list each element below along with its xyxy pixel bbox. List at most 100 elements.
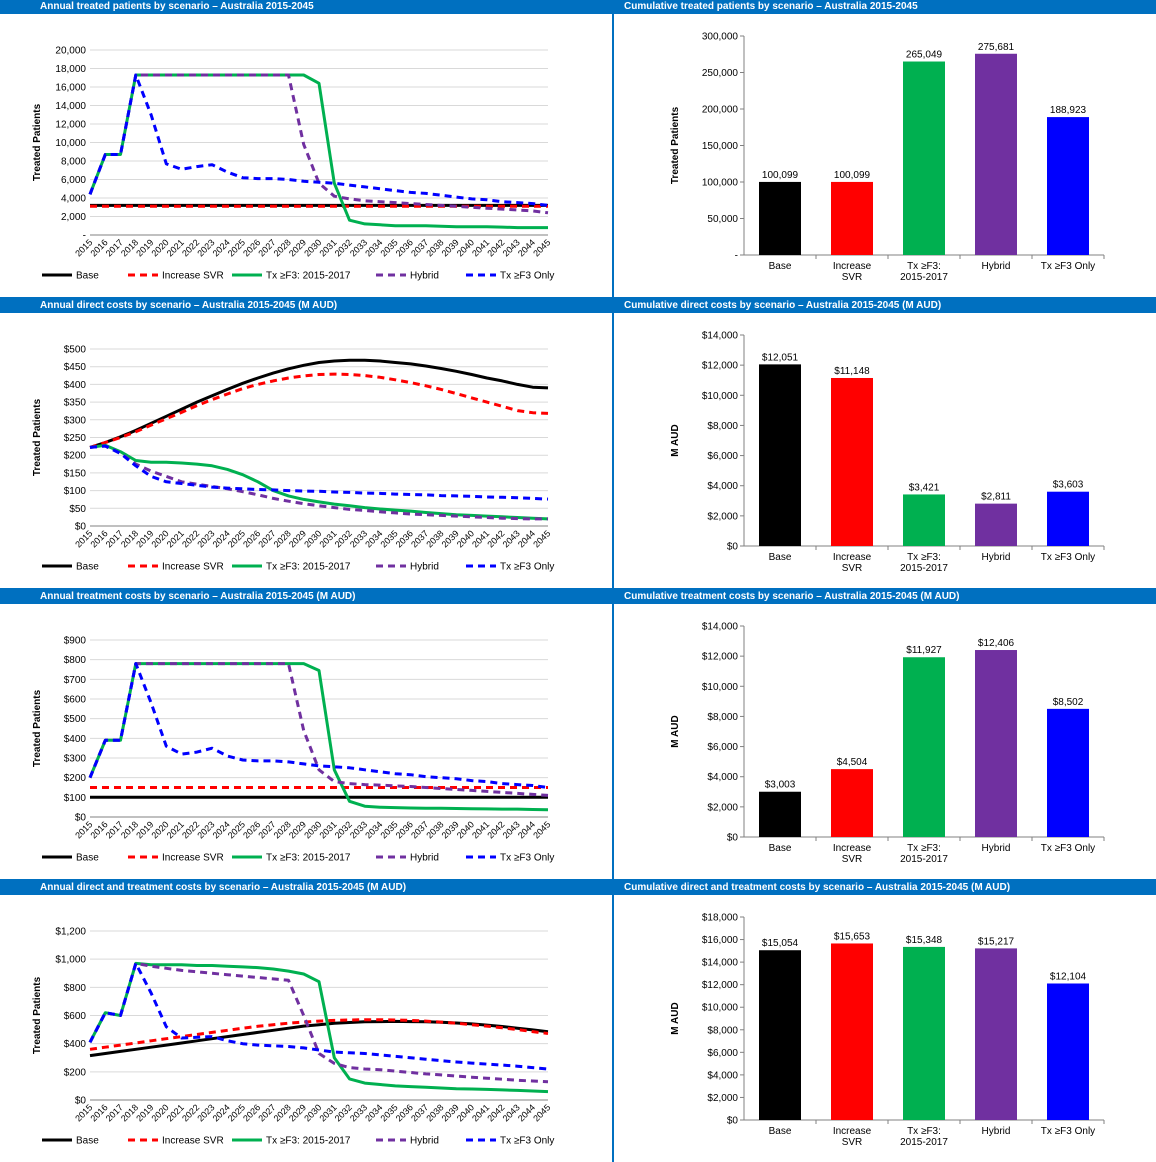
x-category-label: Tx ≥F3 Only [1041,843,1095,854]
y-tick-label: $150 [64,468,87,479]
bar-1 [831,181,873,255]
y-tick-label: $18,000 [702,913,739,924]
y-tick-label: $0 [727,833,739,844]
x-category-label: Increase SVR [833,1126,872,1148]
y-tick-label: $100 [64,793,87,804]
y-tick-label: $16,000 [702,935,739,946]
y-tick-label: $100 [64,486,87,497]
y-tick-label: $600 [64,695,87,706]
x-category-label: Tx ≥F3: 2015-2017 [900,843,948,865]
y-tick-label: - [83,231,86,242]
bar-3 [975,53,1017,255]
bar-0 [759,364,801,546]
series-line-2 [89,443,549,521]
line-chart: $0 $200 $400 $600 $800 $1,000 $1,200 Treated Pa… [32,927,554,1147]
y-tick-label: 150,000 [702,141,739,152]
line-chart: - 2,000 4,000 6,000 8,000 10,000 12,000 14,000 1… [32,46,554,282]
legend-label: Hybrid [410,1136,439,1147]
y-tick-label: $0 [727,1116,739,1127]
data-label: $8,502 [1053,697,1084,708]
chart-title: Cumulative treated patients by scenario … [614,0,1156,14]
y-tick-label: $2,000 [707,511,738,522]
y-tick-label: $4,000 [707,481,738,492]
x-category-label: Tx ≥F3 Only [1041,552,1095,563]
row-divider [0,297,1156,299]
chart-title: Cumulative direct costs by scenario – Au… [614,299,1156,313]
y-axis-label: Treated Patients [32,398,43,476]
y-tick-label: $0 [75,522,87,533]
data-label: $15,348 [906,935,943,946]
y-tick-label: $600 [64,1011,87,1022]
bar-2 [903,61,945,256]
x-category-label: Base [769,1126,792,1137]
y-tick-label: $200 [64,773,87,784]
y-tick-label: $14,000 [702,622,739,633]
y-tick-label: $250 [64,433,87,444]
y-axis-label: M AUD [670,715,681,747]
bar-4 [1047,708,1089,837]
bar-1 [831,377,873,546]
y-tick-label: $0 [75,1096,87,1107]
x-category-label: Tx ≥F3: 2015-2017 [900,261,948,283]
legend-label: Increase SVR [162,1136,224,1147]
y-tick-label: 200,000 [702,105,739,116]
y-tick-label: 2,000 [61,212,86,223]
y-tick-label: $6,000 [707,742,738,753]
data-label: $3,421 [909,482,940,493]
y-tick-label: $10,000 [702,391,739,402]
series-line-4 [88,73,549,207]
x-category-label: Increase SVR [833,552,872,574]
panel-annual-treatment-costs: Annual treatment costs by scenario – Aus… [0,590,612,879]
series-line-1 [89,1018,549,1051]
legend-label: Tx ≥F3 Only [500,562,554,573]
data-label: $12,051 [762,352,799,363]
bar-3 [975,503,1017,546]
legend-label: Base [76,1136,99,1147]
data-label: $3,003 [765,780,796,791]
legend-label: Hybrid [410,853,439,864]
y-tick-label: $200 [64,451,87,462]
series-line-0 [89,358,549,449]
y-tick-label: 300,000 [702,32,739,43]
legend-label: Base [76,853,99,864]
data-label: $11,148 [834,366,870,377]
y-tick-label: $8,000 [707,712,738,723]
data-label: $11,927 [906,645,942,656]
legend-label: Tx ≥F3 Only [500,1136,554,1147]
row-divider [0,879,1156,881]
y-tick-label: $6,000 [707,451,738,462]
bar-2 [903,946,945,1120]
y-tick-label: 10,000 [55,138,86,149]
legend-label: Tx ≥F3 Only [500,271,554,282]
y-tick-label: $12,000 [702,652,739,663]
panel-cumulative-direct-costs: Cumulative direct costs by scenario – Au… [614,299,1156,588]
x-category-label: Tx ≥F3: 2015-2017 [900,552,948,574]
series-line-1 [89,372,549,449]
y-tick-label: 100,000 [702,178,739,189]
y-tick-label: $450 [64,362,87,373]
bar-0 [759,181,801,255]
data-label: $12,406 [978,638,1015,649]
data-label: $15,217 [978,936,1015,947]
legend-label: Tx ≥F3: 2015-2017 [266,1136,351,1147]
y-tick-label: $14,000 [702,958,739,969]
y-tick-label: 16,000 [55,83,86,94]
legend-label: Increase SVR [162,271,224,282]
x-tick-label: 2045 [531,819,552,840]
series-line-3 [88,961,549,1084]
legend-label: Tx ≥F3 Only [500,853,554,864]
bar-4 [1047,983,1089,1120]
data-label: 100,099 [762,170,799,181]
y-tick-label: $500 [64,345,87,356]
y-tick-label: $12,000 [702,980,739,991]
chart-title: Cumulative treatment costs by scenario –… [614,590,1156,604]
panel-cumulative-treatment-costs: Cumulative treatment costs by scenario –… [614,590,1156,879]
chart-title: Annual direct costs by scenario – Austra… [0,299,612,313]
series-line-4 [89,444,549,501]
line-chart: $0 $100 $200 $300 $400 $500 $600 $700 $800 $900 Tr… [32,636,554,864]
bar-4 [1047,117,1089,255]
y-tick-label: $2,000 [707,1093,738,1104]
x-category-label: Tx ≥F3 Only [1041,261,1095,272]
y-tick-label: $800 [64,983,87,994]
y-tick-label: $14,000 [702,331,739,342]
